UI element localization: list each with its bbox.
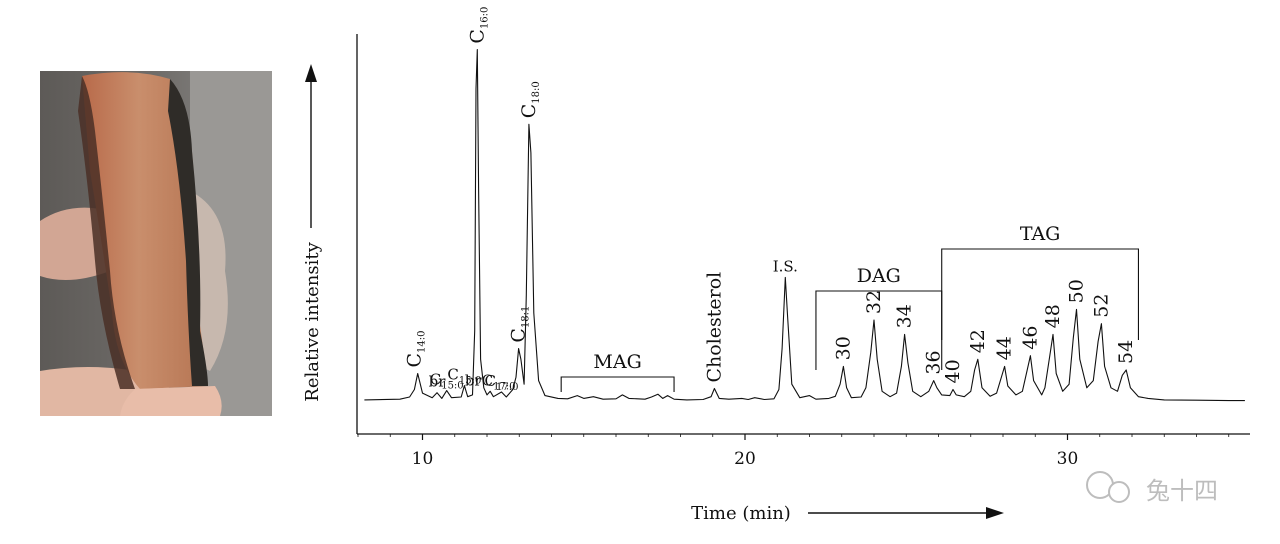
bracket-label-mag: MAG (593, 351, 641, 373)
peak-label: C18:1 (508, 306, 532, 343)
peak-label: 44 (994, 336, 1016, 360)
watermark-text: 兔十四 (1146, 477, 1218, 505)
wechat-icon-bubble-2 (1108, 481, 1130, 503)
peak-label: 42 (967, 329, 989, 353)
peak-label: C16:0 (466, 7, 490, 44)
peak-label: 32 (863, 290, 885, 314)
chromatogram-trace (364, 49, 1245, 402)
watermark: 兔十四 (1086, 471, 1218, 505)
x-tick-label: 30 (1057, 449, 1079, 469)
x-axis-title: Time (min) (691, 503, 1004, 524)
x-tick-label: 10 (412, 449, 434, 469)
peak-label: C14:0 (403, 330, 427, 367)
pottery-sherd-photo (40, 71, 272, 416)
peak-label: 50 (1066, 279, 1088, 303)
peak-label: 30 (832, 336, 854, 360)
peak-label: 52 (1090, 294, 1112, 318)
peak-label: 54 (1115, 340, 1137, 364)
y-arrow-head (305, 64, 317, 82)
peak-label: I.S. (773, 257, 798, 275)
x-axis-label: Time (min) (691, 503, 791, 524)
bracket-label-dag: DAG (857, 265, 901, 287)
peak-label: 36 (923, 350, 945, 374)
peak-label: C17:0 (485, 372, 519, 393)
peak-labels: C14:0brC15:0C15:0C16:0brC17:0C17:0C18:1C… (403, 7, 1137, 393)
axes (356, 34, 1250, 435)
peak-label: Cholesterol (703, 272, 725, 383)
bracket-label-tag: TAG (1020, 223, 1061, 245)
peak-label: C18:0 (518, 81, 542, 118)
bracket-tag (941, 248, 1139, 340)
peak-label: 34 (894, 304, 916, 328)
peak-label: 40 (942, 359, 964, 383)
x-ticks: 10 20 30 (357, 434, 1230, 469)
peak-label: 46 (1019, 326, 1041, 350)
peak-label: br (429, 373, 447, 391)
y-axis-title: Relative intensity (302, 64, 323, 402)
bracket-mag (560, 376, 675, 392)
x-tick-label: 20 (734, 449, 756, 469)
y-axis-label: Relative intensity (302, 241, 323, 401)
x-arrow-head (986, 507, 1004, 519)
peak-label: 48 (1042, 304, 1064, 328)
compound-class-brackets: MAG DAG TAG (560, 223, 1139, 392)
